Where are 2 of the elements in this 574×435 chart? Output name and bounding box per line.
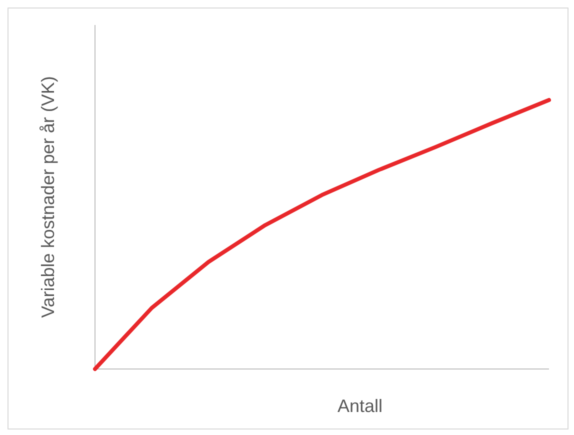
x-axis-title: Antall xyxy=(337,396,383,416)
y-axis-title: Variable kostnader per år (VK) xyxy=(38,76,58,318)
